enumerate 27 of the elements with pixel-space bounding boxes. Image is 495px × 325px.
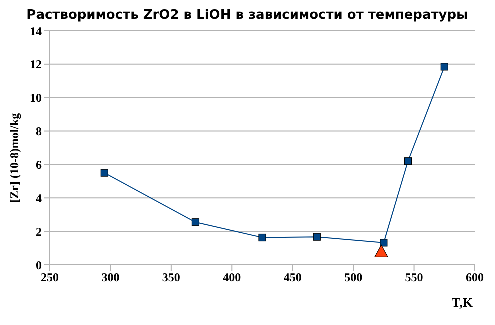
point (100, 169, 108, 177)
x-tick-label: 600 (466, 270, 484, 285)
y-tick-label: 12 (30, 58, 42, 72)
y-tick-label: 2 (36, 224, 42, 239)
x-axis-title: T,K (452, 295, 474, 310)
point (374, 244, 388, 258)
x-tick-label: 350 (162, 270, 180, 285)
x-tick-label: 300 (102, 270, 120, 285)
point (380, 239, 388, 247)
point (404, 158, 412, 166)
x-tick-label: 550 (405, 270, 424, 285)
x-tick-label: 500 (344, 270, 363, 285)
y-tick-label: 6 (36, 158, 42, 172)
y-tick-label: 14 (30, 24, 42, 38)
chart-title: Растворимость ZrO2 в LiOH в зависимости от температуры (26, 8, 470, 23)
y-axis-title: [Zr] (10-8)mol/kg (7, 113, 22, 203)
point (313, 233, 321, 241)
y-tick-label: 0 (36, 258, 42, 272)
x-tick-label: 400 (223, 270, 242, 285)
y-tick-label: 8 (36, 124, 42, 139)
point (440, 63, 448, 71)
x-tick-label: 250 (41, 270, 59, 285)
y-tick-label: 4 (36, 191, 42, 206)
point (258, 234, 266, 242)
point (192, 218, 200, 226)
y-tick-label: 10 (30, 91, 42, 106)
x-tick-label: 450 (284, 270, 302, 285)
